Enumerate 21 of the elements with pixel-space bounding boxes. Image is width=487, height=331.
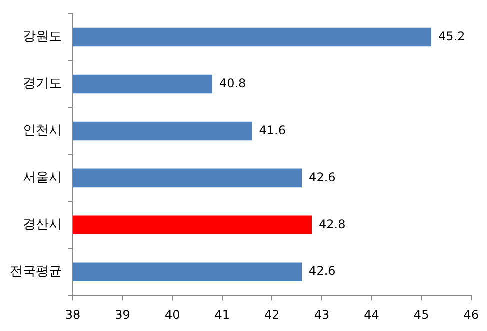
data-label: 41.6 bbox=[259, 123, 286, 138]
x-tick-label: 41 bbox=[214, 308, 230, 322]
data-label: 40.8 bbox=[219, 76, 246, 90]
data-label: 42.6 bbox=[309, 170, 336, 184]
data-label: 42.6 bbox=[309, 264, 336, 278]
y-tick-label: 강원도 bbox=[23, 30, 62, 45]
data-label: 42.8 bbox=[319, 217, 346, 232]
data-label: 45.2 bbox=[438, 29, 466, 44]
x-tick-label: 46 bbox=[464, 308, 480, 322]
x-tick-label: 44 bbox=[364, 308, 380, 322]
y-tick-label: 전국평균 bbox=[10, 264, 62, 280]
y-tick-label: 경기도 bbox=[23, 76, 62, 92]
x-tick-label: 43 bbox=[314, 308, 330, 322]
x-tick-label: 38 bbox=[65, 308, 81, 322]
y-tick-label: 서울시 bbox=[23, 170, 62, 186]
y-tick-label: 경산시 bbox=[23, 218, 62, 233]
x-tick-label: 42 bbox=[264, 308, 280, 322]
x-tick-label: 39 bbox=[115, 308, 130, 322]
x-tick-label: 40 bbox=[164, 308, 180, 322]
x-tick-label: 45 bbox=[414, 308, 430, 322]
y-tick-label: 인천시 bbox=[23, 124, 62, 139]
